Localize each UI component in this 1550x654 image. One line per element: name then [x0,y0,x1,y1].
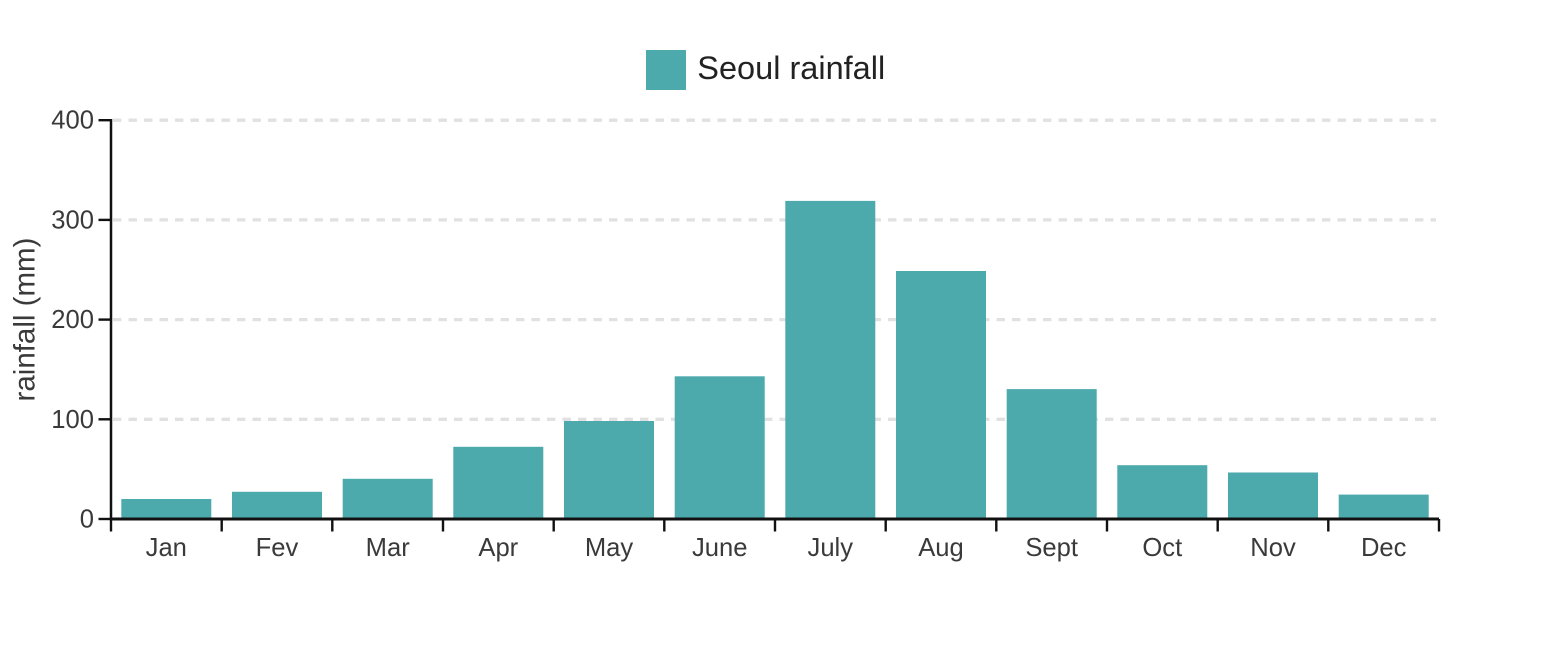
svg-text:July: July [808,534,854,562]
svg-text:Fev: Fev [256,534,299,562]
svg-text:June: June [692,534,748,562]
svg-text:rainfall (mm): rainfall (mm) [9,238,42,402]
svg-text:400: 400 [51,107,94,135]
svg-text:100: 100 [51,406,94,434]
svg-text:May: May [585,534,634,562]
svg-text:Aug: Aug [918,534,964,562]
svg-text:0: 0 [80,506,94,534]
svg-text:Nov: Nov [1250,534,1296,562]
svg-text:Mar: Mar [366,534,411,562]
svg-text:200: 200 [51,306,94,334]
svg-text:Oct: Oct [1142,534,1182,562]
svg-text:Jan: Jan [146,534,187,562]
svg-text:Dec: Dec [1361,534,1407,562]
svg-text:Apr: Apr [478,534,518,562]
svg-text:Seoul rainfall: Seoul rainfall [697,50,885,86]
svg-text:300: 300 [51,206,94,234]
svg-text:Sept: Sept [1025,534,1078,562]
